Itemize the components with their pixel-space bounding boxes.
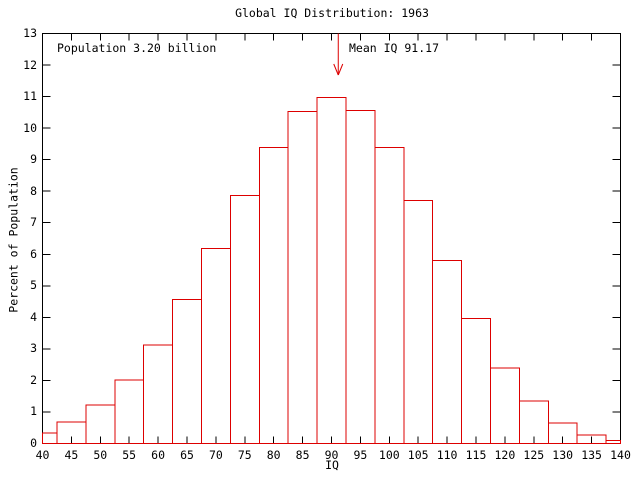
x-tick-label-75: 75 [237,448,252,462]
y-tick-label-5: 5 [30,278,37,292]
x-tick-label-45: 45 [64,448,79,462]
y-tick-label-7: 7 [30,215,37,229]
bar-iq-105 [403,199,434,444]
x-tick-label-85: 85 [295,448,310,462]
y-tick-label-6: 6 [30,247,37,261]
x-tick-label-70: 70 [208,448,223,462]
bar-iq-140 [605,439,621,445]
y-tick-label-12: 12 [23,58,37,72]
bar-iq-120 [489,367,520,444]
y-tick-label-10: 10 [23,121,37,135]
bar-iq-95 [345,109,376,444]
chart-title: Global IQ Distribution: 1963 [235,6,429,20]
y-tick-label-2: 2 [30,373,37,387]
bar-iq-75 [229,194,260,444]
bar-iq-130 [547,422,578,444]
y-tick-label-11: 11 [23,89,37,103]
bar-iq-85 [287,110,318,445]
x-tick-label-120: 120 [494,448,516,462]
x-tick-label-60: 60 [151,448,166,462]
bar-iq-60 [143,344,174,445]
mean-arrow-head-right [337,63,344,76]
mean-arrow-head-left [333,63,339,76]
x-tick-label-125: 125 [523,448,545,462]
bar-iq-100 [374,146,405,444]
bar-iq-80 [258,146,289,444]
x-tick-label-110: 110 [436,448,458,462]
bar-iq-125 [518,400,549,444]
x-tick-label-115: 115 [465,448,487,462]
population-annotation: Population 3.20 billion [57,41,217,55]
y-tick-label-9: 9 [30,152,37,166]
bar-iq-65 [172,298,202,444]
y-axis-label: Percent of Population [6,167,21,313]
bar-iq-40 [42,432,58,445]
x-axis-label: IQ [325,458,339,472]
bar-iq-55 [114,379,145,444]
y-tick-label-0: 0 [30,436,37,450]
x-tick-label-140: 140 [610,448,631,462]
y-tick-label-1: 1 [30,404,37,418]
y-tick-label-8: 8 [30,184,37,198]
x-tick-label-80: 80 [266,448,281,462]
x-tick-label-135: 135 [581,448,602,462]
y-tick-label-4: 4 [30,310,37,324]
x-tick-label-40: 40 [35,448,50,462]
x-tick-label-100: 100 [378,448,400,462]
plot-border [42,33,621,444]
bar-iq-115 [461,317,491,444]
x-tick-label-65: 65 [180,448,194,462]
x-tick-label-105: 105 [407,448,429,462]
x-tick-label-50: 50 [93,448,108,462]
bar-iq-90 [316,97,347,445]
y-tick-label-13: 13 [23,26,37,40]
mean-annotation: Mean IQ 91.17 [349,41,440,55]
x-tick-label-130: 130 [552,448,574,462]
y-tick-label-3: 3 [30,341,37,355]
bar-iq-70 [200,247,231,444]
x-tick-label-55: 55 [122,448,137,462]
bar-iq-135 [576,434,607,445]
x-tick-label-90: 90 [324,448,339,462]
bar-iq-110 [432,259,463,444]
x-tick-label-95: 95 [353,448,368,462]
